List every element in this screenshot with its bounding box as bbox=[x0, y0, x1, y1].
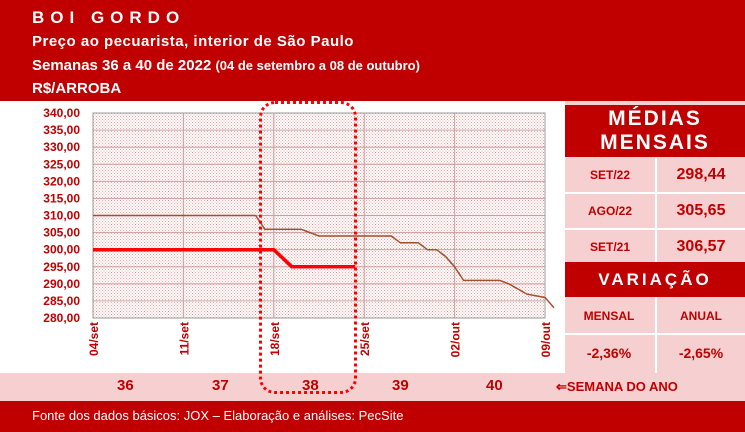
y-tick-label: 280,00 bbox=[43, 311, 80, 325]
anual-label: ANUAL bbox=[680, 309, 722, 323]
unit-label: R$/ARROBA bbox=[32, 80, 122, 97]
medias-row: SET/21 306,57 bbox=[565, 230, 745, 264]
series-lines bbox=[93, 214, 555, 309]
x-tick-label: 09/out bbox=[539, 322, 553, 357]
source-text: Fonte dos dados básicos: JOX – Elaboraçã… bbox=[32, 408, 404, 423]
week-label: ⇐SEMANA DO ANO bbox=[556, 379, 678, 395]
series-line-2 bbox=[93, 247, 356, 269]
highlight-week-box bbox=[259, 101, 357, 394]
mensal-label: MENSAL bbox=[583, 309, 635, 323]
title: BOI GORDO bbox=[32, 8, 186, 27]
y-tick-label: 320,00 bbox=[43, 174, 80, 188]
y-tick-label: 300,00 bbox=[43, 243, 80, 257]
y-tick-label: 305,00 bbox=[43, 226, 80, 240]
y-tick-label: 335,00 bbox=[43, 123, 80, 137]
x-tick-label: 04/set bbox=[87, 322, 101, 356]
y-axis-ticks: 340,00 335,00 330,00 325,00 320,00 315,00 310,… bbox=[43, 106, 80, 325]
medias-label: AGO/22 bbox=[587, 204, 632, 218]
y-tick-label: 340,00 bbox=[43, 106, 80, 120]
medias-value: 306,57 bbox=[676, 238, 726, 255]
variacao-header: VARIAÇÃO bbox=[565, 262, 745, 297]
series-line-1 bbox=[93, 214, 555, 309]
mensal-value: -2,36% bbox=[586, 345, 632, 361]
weeks-line: Semanas 36 a 40 de 2022 (04 de setembro … bbox=[32, 57, 420, 74]
medias-row: AGO/22 305,65 bbox=[565, 194, 745, 228]
y-tick-label: 295,00 bbox=[43, 260, 80, 274]
x-tick-label: 02/out bbox=[449, 322, 463, 357]
x-axis-ticks: 04/set 11/set 18/set 25/set 02/out 09/out bbox=[87, 322, 553, 357]
y-tick-label: 310,00 bbox=[43, 209, 80, 223]
y-tick-label: 325,00 bbox=[43, 157, 80, 171]
y-tick-label: 290,00 bbox=[43, 277, 80, 291]
price-chart: 340,00 335,00 330,00 325,00 320,00 315,00 310,… bbox=[0, 101, 565, 373]
week-number: 40 bbox=[486, 377, 503, 394]
week-label-text: SEMANA DO ANO bbox=[566, 379, 678, 394]
x-tick-label: 25/set bbox=[358, 322, 372, 356]
anual-value: -2,65% bbox=[678, 345, 724, 361]
weeks-prefix: Semanas 36 a 40 de 2022 bbox=[32, 57, 212, 74]
week-number: 36 bbox=[117, 377, 134, 394]
weeks-range: (04 de setembro a 08 de outubro) bbox=[215, 58, 420, 73]
medias-value: 298,44 bbox=[676, 166, 726, 183]
stats-panel: MÉDIAS MENSAIS SET/22 298,44 AGO/22 305,… bbox=[565, 101, 745, 373]
medias-row: SET/22 298,44 bbox=[565, 158, 745, 192]
footer: Fonte dos dados básicos: JOX – Elaboraçã… bbox=[0, 401, 745, 432]
week-number: 39 bbox=[392, 377, 409, 394]
left-arrow-icon: ⇐ bbox=[556, 379, 567, 394]
y-tick-label: 315,00 bbox=[43, 191, 80, 205]
y-tick-label: 285,00 bbox=[43, 294, 80, 308]
week-number: 38 bbox=[302, 377, 319, 394]
x-tick-label: 18/set bbox=[268, 322, 282, 356]
medias-title-line2: MENSAIS bbox=[600, 131, 710, 154]
y-tick-label: 330,00 bbox=[43, 140, 80, 154]
gridlines bbox=[92, 112, 546, 319]
medias-label: SET/22 bbox=[589, 168, 631, 182]
medias-label: SET/21 bbox=[589, 240, 631, 254]
header: BOI GORDO Preço ao pecuarista, interior … bbox=[0, 0, 745, 101]
week-number: 37 bbox=[212, 377, 229, 394]
x-tick-label: 11/set bbox=[177, 322, 191, 355]
week-bar: 36 37 38 39 40 ⇐SEMANA DO ANO bbox=[0, 373, 745, 401]
medias-title-line1: MÉDIAS bbox=[608, 107, 702, 130]
subtitle: Preço ao pecuarista, interior de São Pau… bbox=[32, 33, 354, 50]
medias-value: 305,65 bbox=[676, 202, 726, 219]
medias-header: MÉDIAS MENSAIS bbox=[565, 105, 745, 157]
